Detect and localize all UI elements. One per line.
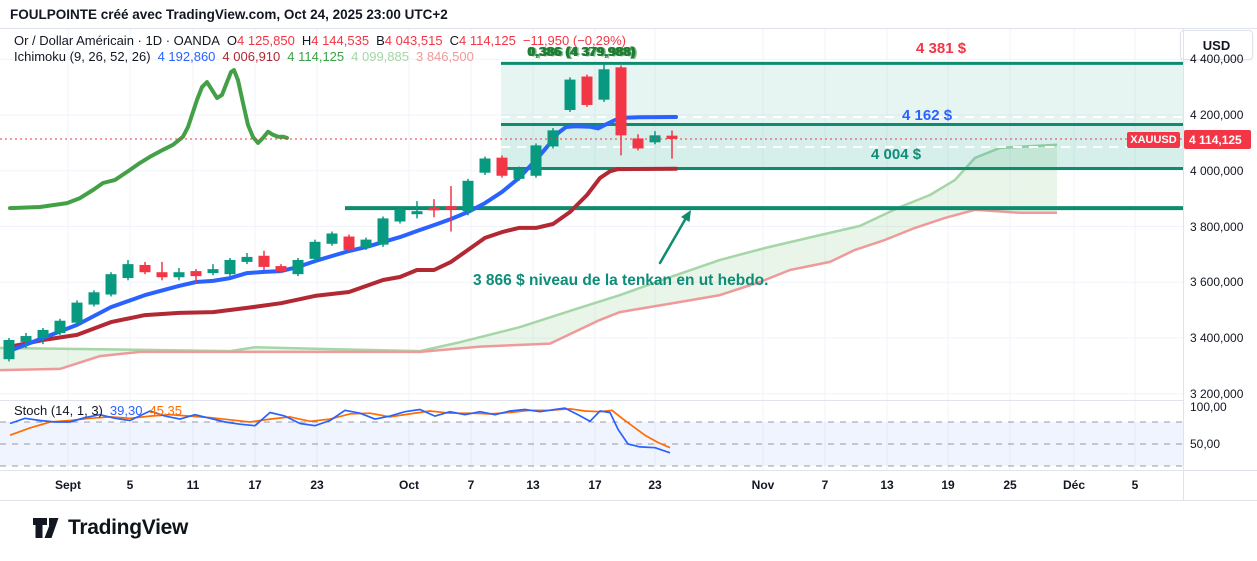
fib-level-label: 0,386 (4 379,988) [527, 44, 635, 59]
support-level-label: 4 004 $ [871, 146, 922, 163]
candle-body [37, 329, 49, 338]
candle-body [3, 339, 15, 360]
candle-body [207, 269, 219, 274]
candle-body [88, 292, 100, 305]
candle-body [615, 67, 627, 136]
change-value: −11,950 (−0,29%) [522, 33, 626, 48]
candle-body [292, 259, 304, 275]
chart-annotation: 3 866 $ niveau de la tenkan en ut hebdo. [473, 272, 769, 289]
tenkan-value: 4 192,860 [157, 49, 216, 64]
candle-body [462, 180, 474, 212]
ichimoku-cloud [0, 144, 1057, 371]
candle-body [241, 256, 253, 262]
annotation-arrow [658, 216, 688, 265]
candle-body [581, 76, 593, 105]
candle-body [360, 239, 372, 248]
grid [0, 28, 1183, 470]
candle-body [326, 233, 338, 244]
kijun-line [7, 166, 678, 349]
candle-body [598, 69, 610, 100]
candle-body [139, 264, 151, 273]
tradingview-logo-text: TradingView [68, 516, 189, 539]
tenkan-level-label: 4 162 $ [902, 107, 953, 124]
symbol-price-tag: XAUUSD [1127, 132, 1180, 148]
candle-body [105, 274, 117, 295]
senkou-a-line [0, 143, 1058, 353]
lead2-value: 3 846,500 [415, 49, 474, 64]
current-price-badge: 4 114,125 [1184, 130, 1251, 149]
lead1-value: 4 099,885 [351, 49, 409, 64]
chikou-value: 4 114,125 [287, 49, 345, 64]
candle-body [445, 206, 457, 210]
candle-body [20, 336, 32, 342]
symbol-name: Or / Dollar Américain · 1D · OANDA [14, 33, 220, 48]
resistance-level-label: 4 381 $ [916, 40, 967, 57]
candle-body [547, 130, 559, 147]
candle-body [513, 168, 525, 179]
page-title: FOULPOINTE créé avec TradingView.com, Oc… [10, 7, 448, 22]
main-pane[interactable] [0, 61, 1183, 372]
stoch-k-line [9, 407, 671, 454]
tradingview-logo-icon [33, 518, 59, 538]
candle-body [428, 207, 440, 211]
chikou-line [8, 68, 289, 211]
candle-body [530, 145, 542, 176]
candle-body [224, 259, 236, 275]
ichimoku-legend-row[interactable]: Ichimoku (9, 26, 52, 26) 4 192,860 4 006… [14, 49, 474, 64]
senkou-b-line [0, 208, 1057, 372]
ichimoku-name: Ichimoku (9, 26, 52, 26) [14, 49, 151, 64]
stoch-pane[interactable] [0, 407, 1183, 467]
kijun-value: 4 006,910 [222, 49, 281, 64]
candle-body [309, 241, 321, 259]
candle-body [377, 218, 389, 245]
candle-body [666, 135, 678, 139]
tradingview-logo[interactable]: TradingView [33, 516, 188, 540]
candle-body [479, 158, 491, 173]
candle-body [343, 236, 355, 250]
pane-divider[interactable] [0, 400, 1183, 401]
stoch-d-value: 45,35 [149, 403, 182, 418]
candle-body [564, 79, 576, 110]
zone-upper [501, 63, 1183, 125]
candle-body [156, 272, 168, 278]
footer-divider [0, 500, 1257, 501]
annotation-arrowhead [681, 210, 691, 222]
axis-divider [0, 470, 1257, 471]
stoch-name: Stoch (14, 1, 3) [14, 403, 103, 418]
candle-body [632, 138, 644, 149]
stoch-k-value: 39,30 [109, 403, 143, 418]
candle-body [258, 255, 270, 267]
candle-body [275, 266, 287, 272]
candle-body [54, 320, 66, 333]
stoch-legend-row[interactable]: Stoch (14, 1, 3) 39,30 45,35 [14, 403, 182, 418]
candle-body [173, 272, 185, 278]
candle-body [411, 211, 423, 215]
candle-body [394, 209, 406, 222]
candle-body [71, 302, 83, 323]
candle-body [496, 157, 508, 176]
candle-body [122, 264, 134, 279]
header-divider [0, 28, 1257, 29]
currency-button[interactable]: USD [1180, 30, 1253, 60]
candle-body [190, 271, 202, 277]
price-axis-border [1183, 28, 1184, 500]
tenkan-line [7, 115, 678, 354]
